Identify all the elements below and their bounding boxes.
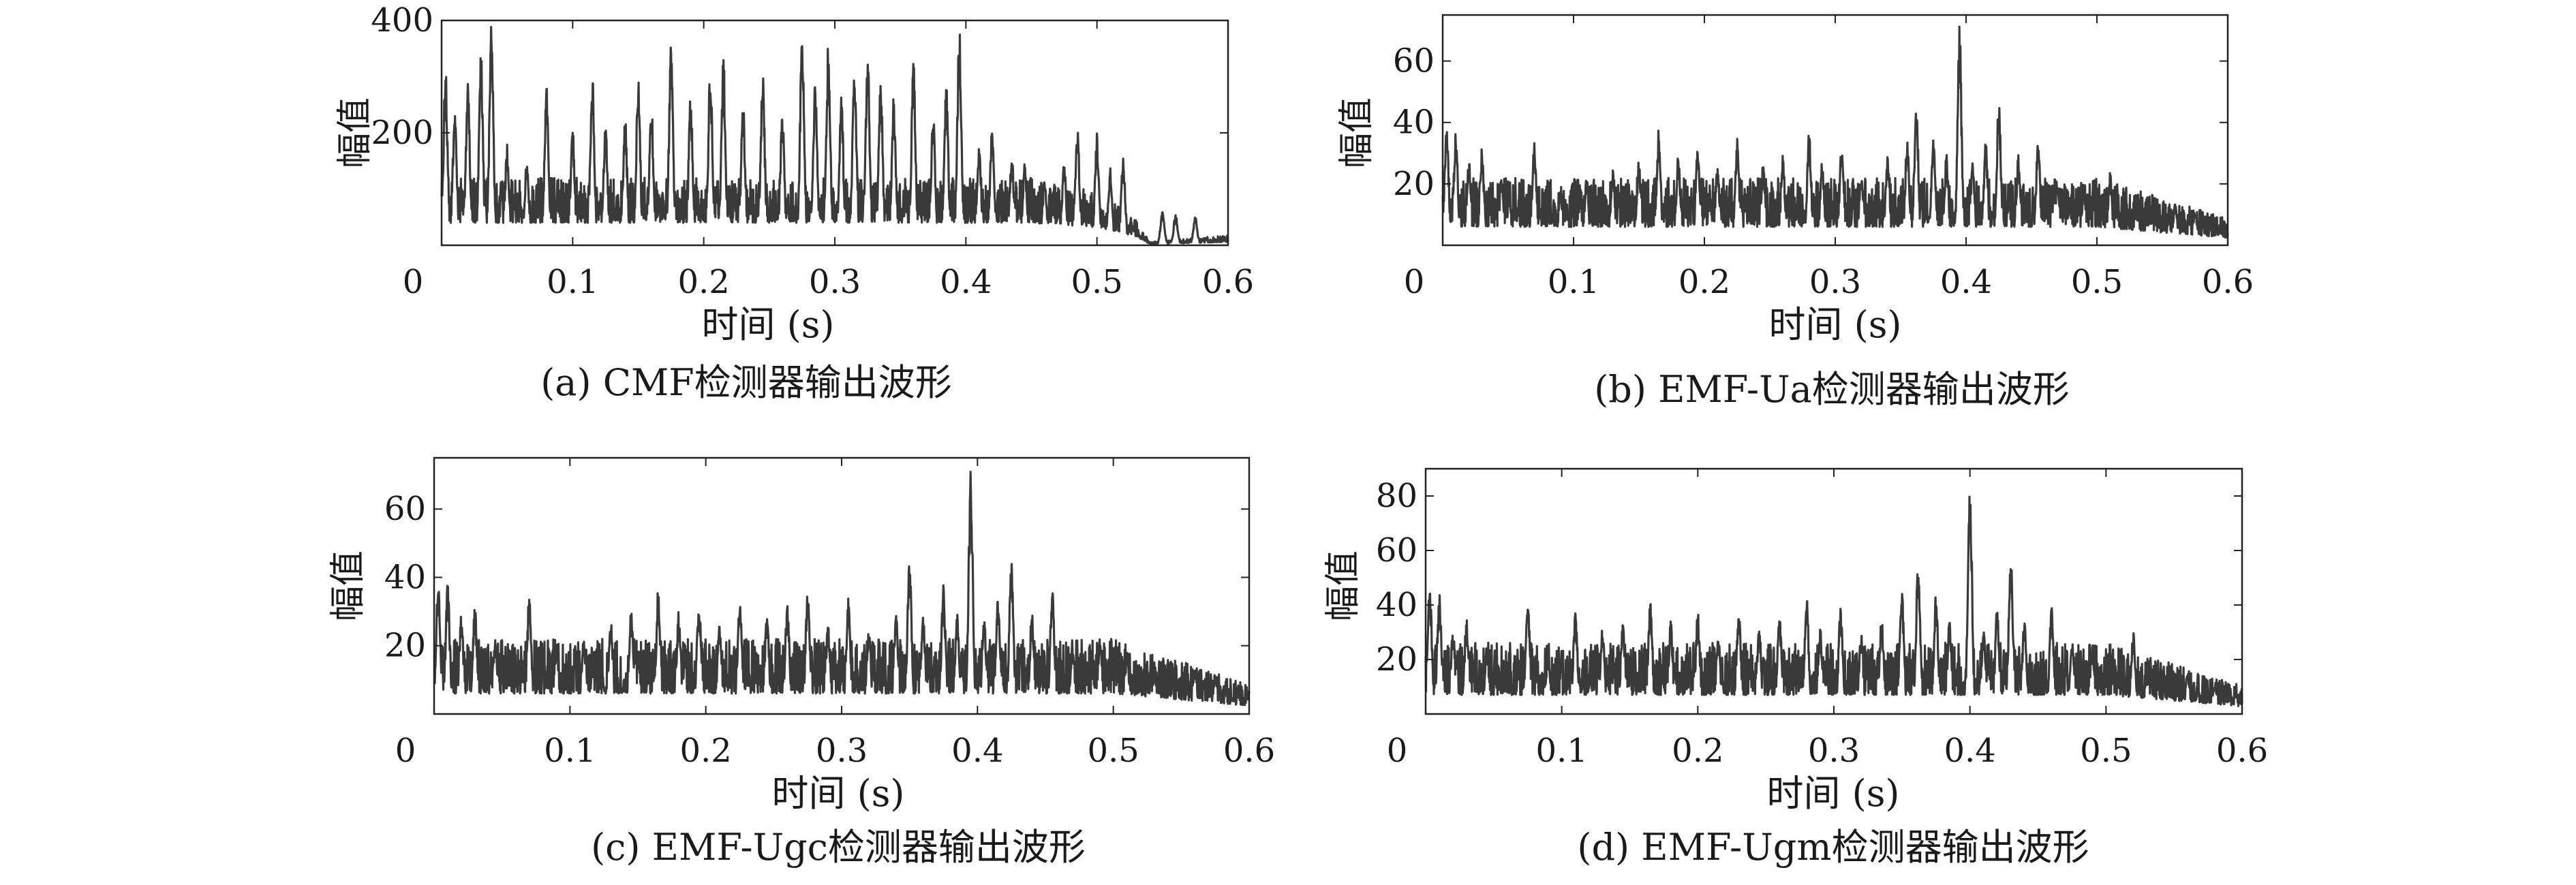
x-tick-label: 0.3 [1809,263,1861,301]
x-tick-label: 0 [403,263,424,301]
x-axis-label: 时间 (s) [1766,772,1899,815]
y-tick-label: 60 [1376,531,1417,570]
x-tick-label: 0 [1404,263,1425,301]
y-tick-label: 40 [1376,586,1417,624]
y-tick-label: 200 [371,114,433,152]
x-tick-label: 0.6 [2202,263,2254,301]
y-axis-label: 幅值 [328,550,369,621]
y-tick-label: 60 [384,490,426,528]
x-tick-label: 0.4 [940,263,992,301]
panel-caption: (d) EMF-Ugm检测器输出波形 [1577,826,2089,869]
x-tick-label: 0.5 [1087,732,1139,770]
x-tick-label: 0.5 [1071,263,1122,301]
x-axis-label: 时间 (s) [1768,303,1901,346]
signal-trace [1424,495,2243,707]
x-tick-label: 0.1 [1548,263,1599,301]
y-tick-label: 400 [371,1,433,40]
x-tick-label: 0.2 [1672,732,1723,770]
y-axis-label: 幅值 [335,97,375,168]
x-tick-label: 0.1 [1535,732,1587,770]
x-tick-label: 0.3 [816,732,868,770]
x-tick-label: 0 [1387,732,1408,770]
panel-caption: (b) EMF-Ua检测器输出波形 [1594,368,2070,411]
x-tick-label: 0.3 [809,263,861,301]
y-tick-label: 60 [1393,42,1435,80]
x-tick-label: 0.4 [951,732,1003,770]
x-tick-label: 0.4 [1944,732,1995,770]
x-tick-label: 0.2 [677,263,729,301]
x-tick-label: 0.5 [2080,732,2132,770]
signal-trace [1441,25,2229,239]
x-axis-label: 时间 (s) [701,303,834,346]
y-tick-label: 40 [1393,104,1435,142]
y-axis-label: 幅值 [1323,550,1364,621]
y-tick-label: 20 [1376,640,1417,679]
x-axis-label: 时间 (s) [771,772,904,815]
x-tick-label: 0.1 [544,732,596,770]
x-tick-label: 0.2 [1678,263,1730,301]
signal-trace [433,471,1251,707]
y-tick-label: 20 [384,627,426,665]
x-tick-label: 0.4 [1940,263,1992,301]
x-tick-label: 0.5 [2071,263,2123,301]
x-tick-label: 0.6 [1223,732,1275,770]
panel-caption: (a) CMF检测器输出波形 [540,361,952,404]
y-tick-label: 20 [1393,165,1435,203]
x-tick-label: 0.2 [679,732,731,770]
signal-trace [440,26,1229,245]
panel-caption: (c) EMF-Ugc检测器输出波形 [591,826,1086,869]
y-axis-label: 幅值 [1336,97,1377,168]
x-tick-label: 0.3 [1808,732,1860,770]
x-tick-label: 0.6 [2216,732,2268,770]
x-tick-label: 0.1 [547,263,598,301]
x-tick-label: 0 [395,732,416,770]
y-tick-label: 80 [1376,477,1417,515]
x-tick-label: 0.6 [1202,263,1254,301]
y-tick-label: 40 [384,558,426,596]
